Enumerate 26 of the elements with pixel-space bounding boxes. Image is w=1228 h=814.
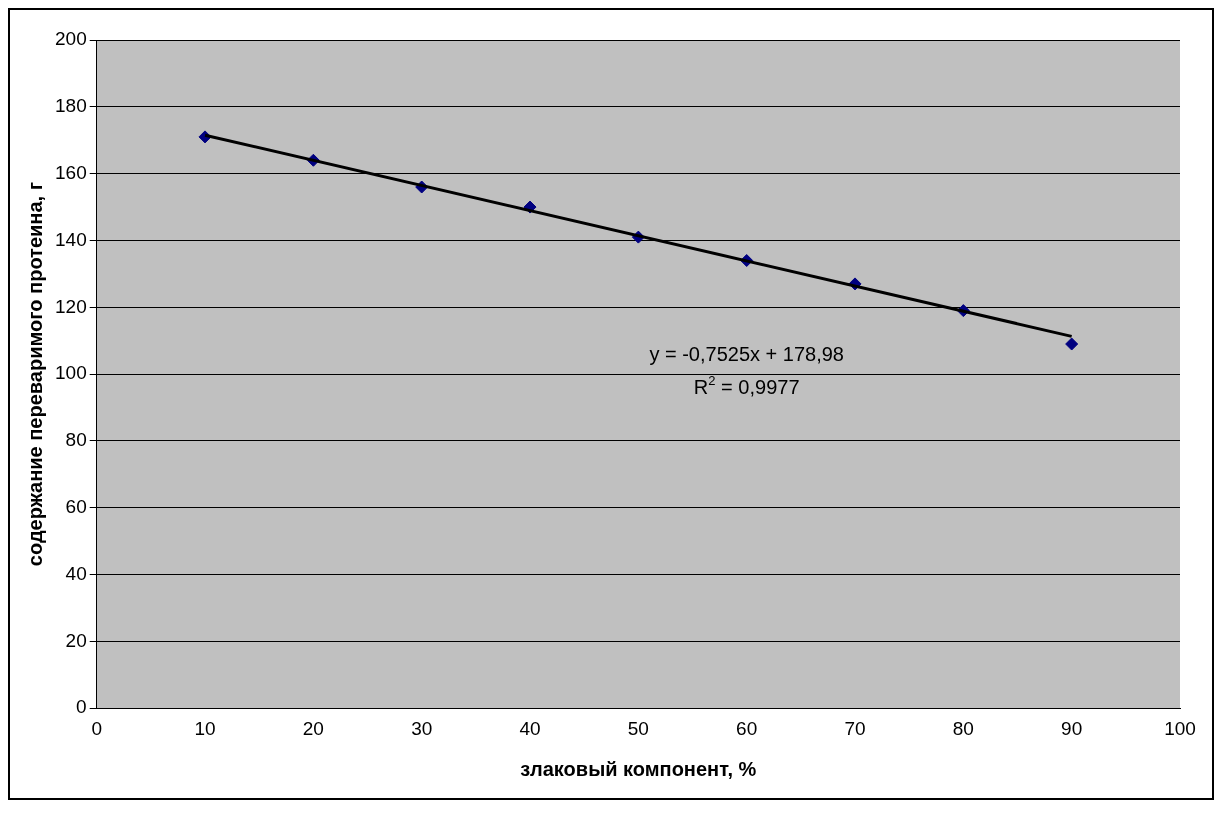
- y-tick-label: 120: [55, 295, 87, 317]
- y-tick-label: 200: [55, 28, 87, 50]
- x-tick-label: 80: [952, 717, 974, 739]
- y-tick-label: 40: [65, 562, 87, 584]
- x-tick-label: 20: [302, 717, 324, 739]
- y-tick-label: 160: [55, 161, 87, 183]
- x-tick-label: 10: [194, 717, 216, 739]
- y-tick-label: 0: [76, 696, 87, 718]
- y-axis-title: содержание переваримого протеина, г: [23, 182, 46, 567]
- x-axis-title: злаковый компонент, %: [520, 757, 757, 780]
- x-tick-label: 30: [411, 717, 433, 739]
- annotation: y = -0,7525x + 178,98: [649, 342, 844, 365]
- x-tick-label: 60: [736, 717, 758, 739]
- y-tick-label: 20: [65, 629, 87, 651]
- y-tick-label: 60: [65, 495, 87, 517]
- x-tick-label: 40: [519, 717, 541, 739]
- x-tick-label: 100: [1164, 717, 1196, 739]
- point: [1065, 337, 1079, 351]
- x-tick-label: 50: [627, 717, 649, 739]
- x-tick-label: 90: [1061, 717, 1083, 739]
- x-tick-label: 0: [91, 717, 102, 739]
- y-tick-label: 80: [65, 429, 87, 451]
- y-tick-label: 140: [55, 228, 87, 250]
- y-tick-label: 100: [55, 362, 87, 384]
- x-tick-label: 70: [844, 717, 866, 739]
- y-tick-label: 180: [55, 95, 87, 117]
